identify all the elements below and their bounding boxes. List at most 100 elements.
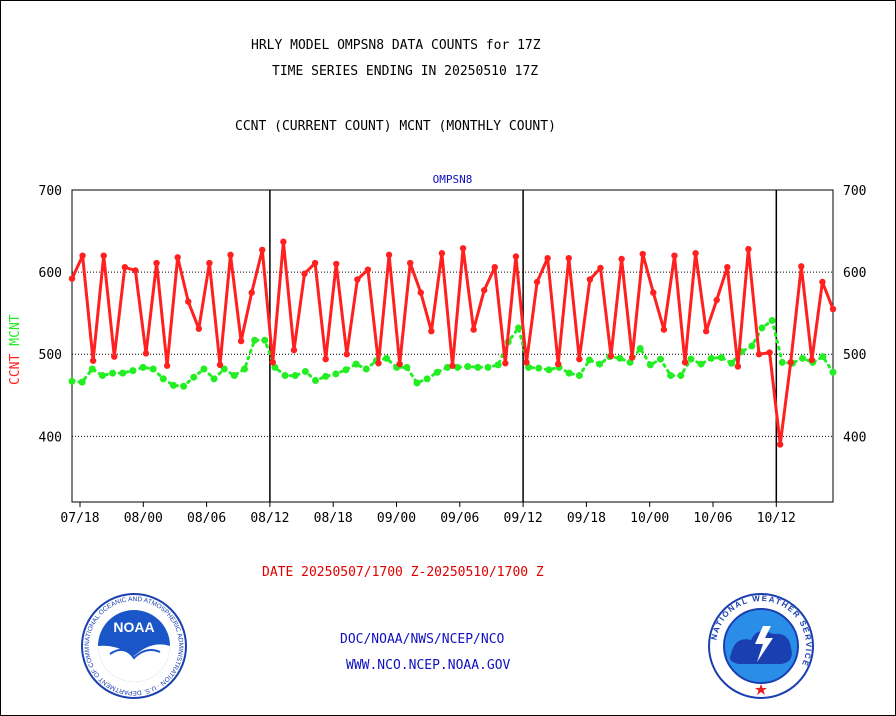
point-mcnt-51 <box>585 356 593 364</box>
nws-logo: NATIONAL WEATHER SERVICE <box>708 593 814 699</box>
chart-subtitle: CCNT (CURRENT COUNT) MCNT (MONTHLY COUNT… <box>235 119 556 134</box>
point-mcnt-7 <box>139 363 147 371</box>
point-ccnt-0 <box>68 275 76 282</box>
point-mcnt-13 <box>200 365 208 373</box>
point-mcnt-69 <box>768 317 776 325</box>
point-mcnt-40 <box>474 363 482 371</box>
point-ccnt-3 <box>100 252 107 259</box>
point-mcnt-35 <box>423 375 431 383</box>
website-link[interactable]: WWW.NCO.NCEP.NOAA.GOV <box>346 658 511 673</box>
y-axis-label-ccnt: CCNT <box>8 354 23 385</box>
point-ccnt-41 <box>502 360 509 367</box>
y-tick-right-600: 600 <box>843 266 866 281</box>
point-mcnt-2 <box>88 365 96 373</box>
point-ccnt-64 <box>745 245 752 253</box>
point-ccnt-12 <box>195 325 203 332</box>
point-ccnt-52 <box>618 255 625 263</box>
noaa-logo: NOAA NATIONAL OCEANIC AND ATMOSPHERIC AD… <box>80 592 187 699</box>
point-mcnt-16 <box>230 372 238 380</box>
point-ccnt-19 <box>269 359 277 366</box>
point-mcnt-36 <box>433 368 441 376</box>
point-ccnt-50 <box>597 264 604 272</box>
point-mcnt-62 <box>697 360 705 368</box>
point-mcnt-5 <box>119 369 127 377</box>
point-ccnt-42 <box>512 253 520 260</box>
point-ccnt-20 <box>280 238 287 245</box>
point-mcnt-74 <box>819 353 827 361</box>
x-tick-label-11: 10/12 <box>757 511 796 526</box>
x-tick-label-6: 09/06 <box>440 511 479 526</box>
point-ccnt-35 <box>438 250 446 257</box>
point-mcnt-17 <box>240 365 248 373</box>
point-ccnt-4 <box>111 353 118 360</box>
point-ccnt-45 <box>544 254 551 262</box>
point-ccnt-38 <box>470 326 477 333</box>
point-mcnt-6 <box>129 367 137 375</box>
point-ccnt-51 <box>607 352 615 360</box>
point-ccnt-55 <box>650 289 657 296</box>
point-mcnt-10 <box>169 381 177 389</box>
y-tick-right-500: 500 <box>843 348 866 363</box>
point-mcnt-1 <box>78 378 86 386</box>
point-ccnt-26 <box>343 351 351 358</box>
point-mcnt-4 <box>109 369 117 377</box>
point-mcnt-49 <box>565 369 573 377</box>
point-mcnt-31 <box>383 354 391 362</box>
point-ccnt-65 <box>755 351 763 358</box>
point-ccnt-23 <box>311 259 319 267</box>
x-tick-label-7: 09/12 <box>504 511 543 526</box>
point-mcnt-61 <box>687 355 695 363</box>
point-ccnt-11 <box>185 298 192 305</box>
point-ccnt-40 <box>491 263 498 271</box>
point-mcnt-60 <box>677 372 685 380</box>
point-mcnt-19 <box>261 336 269 344</box>
point-mcnt-41 <box>484 363 492 371</box>
point-ccnt-9 <box>163 362 171 369</box>
point-ccnt-69 <box>798 263 805 270</box>
y-axis-label: CCNT MCNT <box>8 314 23 385</box>
y-tick-right-400: 400 <box>843 430 866 445</box>
x-tick-label-3: 08/12 <box>250 511 289 526</box>
y-tick-right-700: 700 <box>843 184 866 199</box>
point-ccnt-25 <box>333 260 340 268</box>
chart-title-line2: TIME SERIES ENDING IN 20250510 17Z <box>272 64 539 79</box>
point-ccnt-32 <box>407 259 414 267</box>
plot-title: OMPSN8 <box>433 173 473 186</box>
point-mcnt-46 <box>535 364 543 372</box>
y-tick-left-600: 600 <box>39 266 62 281</box>
x-tick-label-8: 09/18 <box>567 511 606 526</box>
point-mcnt-63 <box>707 354 715 362</box>
point-ccnt-31 <box>396 360 403 368</box>
point-ccnt-61 <box>713 296 720 304</box>
point-mcnt-57 <box>646 361 654 369</box>
point-ccnt-1 <box>79 252 86 259</box>
point-ccnt-13 <box>206 259 213 267</box>
point-mcnt-70 <box>778 358 786 366</box>
point-mcnt-50 <box>575 372 583 380</box>
point-mcnt-68 <box>758 324 766 332</box>
point-ccnt-14 <box>216 361 224 369</box>
point-ccnt-59 <box>692 250 699 257</box>
point-mcnt-59 <box>667 372 675 380</box>
point-mcnt-26 <box>332 370 340 378</box>
point-ccnt-67 <box>776 441 784 448</box>
point-mcnt-42 <box>494 361 502 369</box>
point-ccnt-22 <box>301 270 308 277</box>
point-mcnt-15 <box>220 365 228 373</box>
point-mcnt-75 <box>829 368 837 376</box>
point-mcnt-0 <box>68 377 76 385</box>
point-mcnt-29 <box>362 365 370 373</box>
point-ccnt-27 <box>354 276 361 283</box>
point-mcnt-44 <box>514 324 522 332</box>
point-ccnt-44 <box>533 278 541 286</box>
point-ccnt-58 <box>681 359 689 366</box>
point-ccnt-16 <box>237 337 245 345</box>
point-ccnt-6 <box>132 267 139 274</box>
point-mcnt-52 <box>596 360 604 368</box>
point-ccnt-39 <box>481 286 488 294</box>
point-mcnt-72 <box>799 354 807 362</box>
point-ccnt-71 <box>819 278 826 286</box>
point-mcnt-34 <box>413 379 421 387</box>
point-ccnt-18 <box>259 246 266 254</box>
